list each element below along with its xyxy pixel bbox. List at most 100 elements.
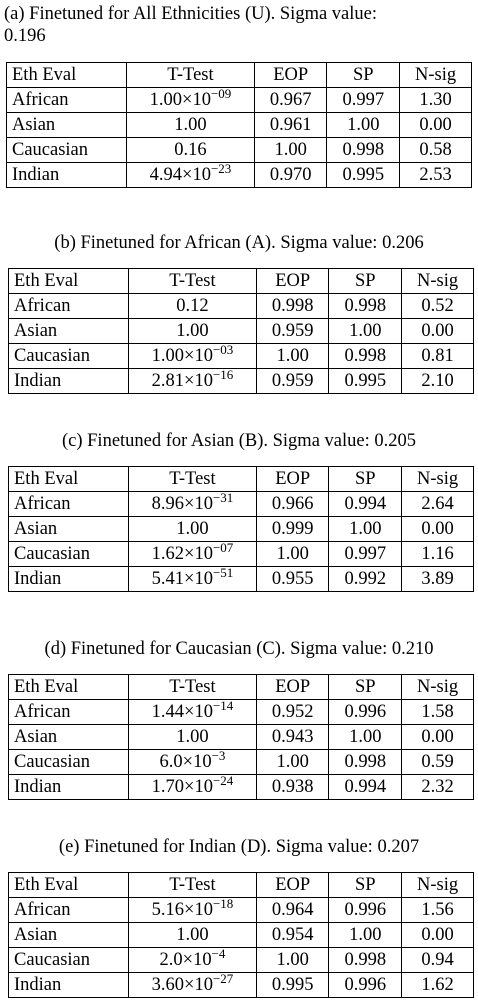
eop-cell: 0.999 (255, 516, 330, 542)
column-header: EOP (255, 466, 330, 492)
eop-cell: 1.00 (253, 137, 328, 163)
eth-cell: Caucasian (7, 749, 130, 775)
ttest-mantissa: 1.00 (176, 321, 209, 341)
eth-cell: Indian (7, 972, 130, 998)
table-row: Caucasian 2.0×10−4 1.00 0.998 0.94 (7, 946, 474, 973)
sp-cell: 0.998 (328, 293, 403, 319)
caption-line: (a) Finetuned for All Ethnicities (U). S… (4, 4, 377, 24)
ttest-mantissa: 1.00 (176, 727, 209, 747)
eth-cell: African (7, 293, 130, 319)
eop-cell: 0.959 (255, 368, 330, 394)
ttest-exponent: −51 (212, 565, 234, 580)
ttest-cell: 6.0×10−3 (128, 749, 257, 775)
ttest-times: ×10 (184, 569, 213, 589)
nsig-cell: 3.89 (401, 566, 474, 592)
results-table: Eth Eval T-Test EOP SP N-sig African 5.16×10−1… (7, 872, 474, 998)
ttest-cell: 1.44×10−14 (128, 699, 257, 725)
column-header: EOP (255, 872, 330, 898)
eth-cell: Caucasian (5, 137, 128, 163)
sp-cell: 0.995 (326, 162, 401, 188)
nsig-cell: 2.10 (401, 368, 474, 394)
column-header: EOP (255, 268, 330, 294)
eop-cell: 1.00 (255, 541, 330, 567)
table-block-a: (a) Finetuned for All Ethnicities (U). S… (0, 0, 478, 188)
header-row: Eth Eval T-Test EOP SP N-sig (7, 268, 474, 294)
nsig-cell: 1.16 (401, 541, 474, 567)
ttest-cell: 1.62×10−07 (128, 540, 257, 567)
nsig-cell: 0.94 (401, 947, 474, 973)
ttest-mantissa: 0.16 (174, 140, 207, 160)
column-header: Eth Eval (7, 674, 130, 700)
column-header: Eth Eval (7, 466, 130, 492)
ttest-mantissa: 1.62 (151, 544, 185, 564)
table-row: Caucasian 1.00×10−03 1.00 0.998 0.81 (7, 342, 474, 369)
table-row: Caucasian 6.0×10−3 1.00 0.998 0.59 (7, 749, 474, 775)
ttest-cell: 2.0×10−4 (128, 946, 257, 973)
table-caption: (a) Finetuned for All Ethnicities (U). S… (0, 0, 478, 47)
ttest-cell: 5.41×10−51 (128, 565, 257, 592)
ttest-mantissa: 1.00 (176, 519, 209, 539)
table-row: African 5.16×10−18 0.964 0.996 1.56 (7, 897, 474, 923)
eop-cell: 1.00 (255, 749, 330, 775)
table-row: Asian 1.00 0.943 1.00 0.00 (7, 724, 474, 750)
ttest-cell: 8.96×10−31 (128, 490, 257, 517)
table-row: Caucasian 0.16 1.00 0.998 0.58 (5, 137, 472, 163)
sp-cell: 0.997 (326, 87, 401, 113)
eop-cell: 0.961 (253, 112, 328, 138)
column-header: T-Test (126, 62, 255, 88)
ttest-cell: 1.00 (128, 724, 257, 750)
ttest-mantissa: 3.60 (151, 975, 185, 995)
table-row: Asian 1.00 0.959 1.00 0.00 (7, 318, 474, 344)
ttest-cell: 1.00 (128, 922, 257, 948)
column-header: EOP (253, 62, 328, 88)
ttest-exponent: −07 (212, 540, 234, 555)
sp-cell: 0.998 (328, 947, 403, 973)
eth-cell: African (5, 87, 128, 113)
column-header: SP (328, 674, 403, 700)
column-header: SP (328, 268, 403, 294)
table-row: Indian 4.94×10−23 0.970 0.995 2.53 (5, 162, 472, 188)
results-table: Eth Eval T-Test EOP SP N-sig African 8.96×10−3… (7, 466, 474, 592)
sp-cell: 0.995 (328, 368, 403, 394)
ttest-mantissa: 8.96 (151, 494, 185, 514)
table-row: Indian 1.70×10−24 0.938 0.994 2.32 (7, 774, 474, 800)
eth-cell: African (7, 897, 130, 923)
sp-cell: 0.997 (328, 541, 403, 567)
ttest-cell: 5.16×10−18 (128, 897, 257, 923)
ttest-exponent: −03 (212, 342, 234, 357)
ttest-mantissa: 5.16 (151, 900, 185, 920)
sp-cell: 0.994 (328, 774, 403, 800)
ttest-exponent: −4 (211, 946, 226, 961)
sp-cell: 1.00 (328, 724, 403, 750)
ttest-times: ×10 (184, 494, 213, 514)
column-header: Eth Eval (5, 62, 128, 88)
ttest-mantissa: 1.70 (151, 777, 185, 797)
column-header: N-sig (401, 268, 474, 294)
column-header: N-sig (401, 674, 474, 700)
eth-cell: African (7, 699, 130, 725)
ttest-cell: 1.00 (128, 516, 257, 542)
sp-cell: 1.00 (328, 516, 403, 542)
eop-cell: 0.964 (255, 897, 330, 923)
ttest-times: ×10 (182, 950, 212, 970)
eth-cell: Indian (7, 566, 130, 592)
table-row: Indian 3.60×10−27 0.995 0.996 1.62 (7, 972, 474, 998)
nsig-cell: 0.59 (401, 749, 474, 775)
table-row: African 1.44×10−14 0.952 0.996 1.58 (7, 699, 474, 725)
table-row: Indian 5.41×10−51 0.955 0.992 3.89 (7, 565, 474, 592)
ttest-cell: 3.60×10−27 (128, 972, 257, 998)
ttest-cell: 2.81×10−16 (128, 367, 257, 394)
ttest-cell: 1.00 (126, 112, 255, 138)
ttest-exponent: −31 (212, 490, 234, 505)
ttest-exponent: −16 (212, 367, 234, 382)
caption-line: 0.196 (4, 26, 46, 46)
sp-cell: 0.998 (328, 749, 403, 775)
table-row: African 1.00×10−09 0.967 0.997 1.30 (5, 87, 472, 113)
nsig-cell: 2.64 (401, 491, 474, 517)
nsig-cell: 1.58 (401, 699, 474, 725)
table-block-e: (e) Finetuned for Indian (D). Sigma valu… (0, 836, 478, 998)
ttest-times: ×10 (184, 975, 213, 995)
table-block-b: (b) Finetuned for African (A). Sigma val… (0, 232, 478, 394)
table-row: Asian 1.00 0.999 1.00 0.00 (7, 516, 474, 542)
eth-cell: Asian (7, 516, 130, 542)
